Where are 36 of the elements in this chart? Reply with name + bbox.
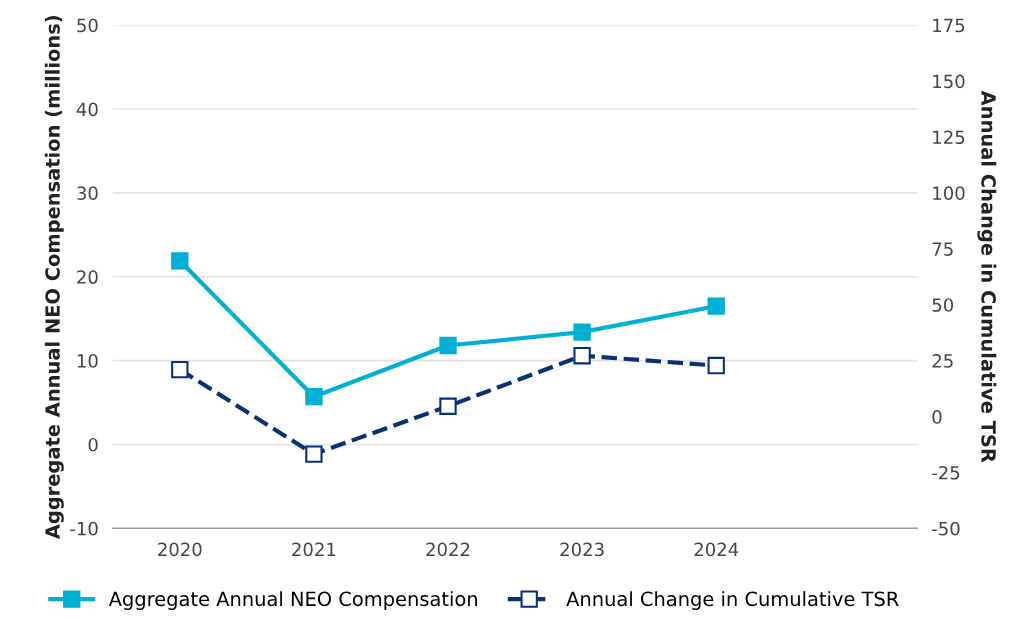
point bbox=[439, 336, 457, 355]
y-tick-label: 30 bbox=[77, 186, 98, 201]
y-tick-label: 0 bbox=[88, 437, 98, 452]
y2-tick-label: 25 bbox=[932, 354, 953, 368]
y-tick-label: -10 bbox=[70, 521, 98, 536]
y2-tick-label: 175 bbox=[933, 18, 965, 33]
x-tick-label: 2022 bbox=[426, 542, 470, 557]
y2-tick-label: 50 bbox=[932, 298, 954, 312]
point bbox=[707, 297, 725, 315]
point bbox=[305, 388, 323, 406]
x-tick-label: 2023 bbox=[560, 542, 604, 557]
y2-tick-label: -50 bbox=[932, 521, 960, 536]
x-tick-label: 2020 bbox=[158, 542, 202, 557]
y-tick-label: 40 bbox=[76, 102, 98, 117]
point bbox=[573, 323, 591, 341]
x-tick-label: 2024 bbox=[694, 542, 739, 557]
y2-tick-label: 75 bbox=[932, 242, 953, 256]
y2-tick-label: 125 bbox=[933, 130, 965, 145]
x-tick-label: 2021 bbox=[292, 542, 336, 557]
y2-tick-label: 150 bbox=[933, 74, 965, 89]
point bbox=[439, 397, 457, 415]
point bbox=[171, 252, 189, 270]
point bbox=[171, 360, 189, 379]
point bbox=[573, 347, 591, 365]
point bbox=[707, 356, 725, 375]
y-tick-label: 10 bbox=[77, 354, 98, 368]
y2-axis-title: Annual Change in Cumulative TSR bbox=[977, 90, 997, 463]
legend-label: Annual Change in Cumulative TSR bbox=[566, 591, 899, 610]
point bbox=[305, 445, 323, 463]
legend-label: Aggregate Annual NEO Compensation bbox=[108, 591, 477, 610]
y2-tick-label: -25 bbox=[932, 465, 960, 480]
y-tick-label: 50 bbox=[77, 18, 98, 33]
y-tick-label: 20 bbox=[77, 270, 98, 284]
y2-tick-label: 0 bbox=[932, 410, 942, 424]
y2-tick-label: 100 bbox=[933, 186, 965, 201]
y-axis-title: Aggregate Annual NEO Compensation (millions) bbox=[44, 15, 64, 540]
